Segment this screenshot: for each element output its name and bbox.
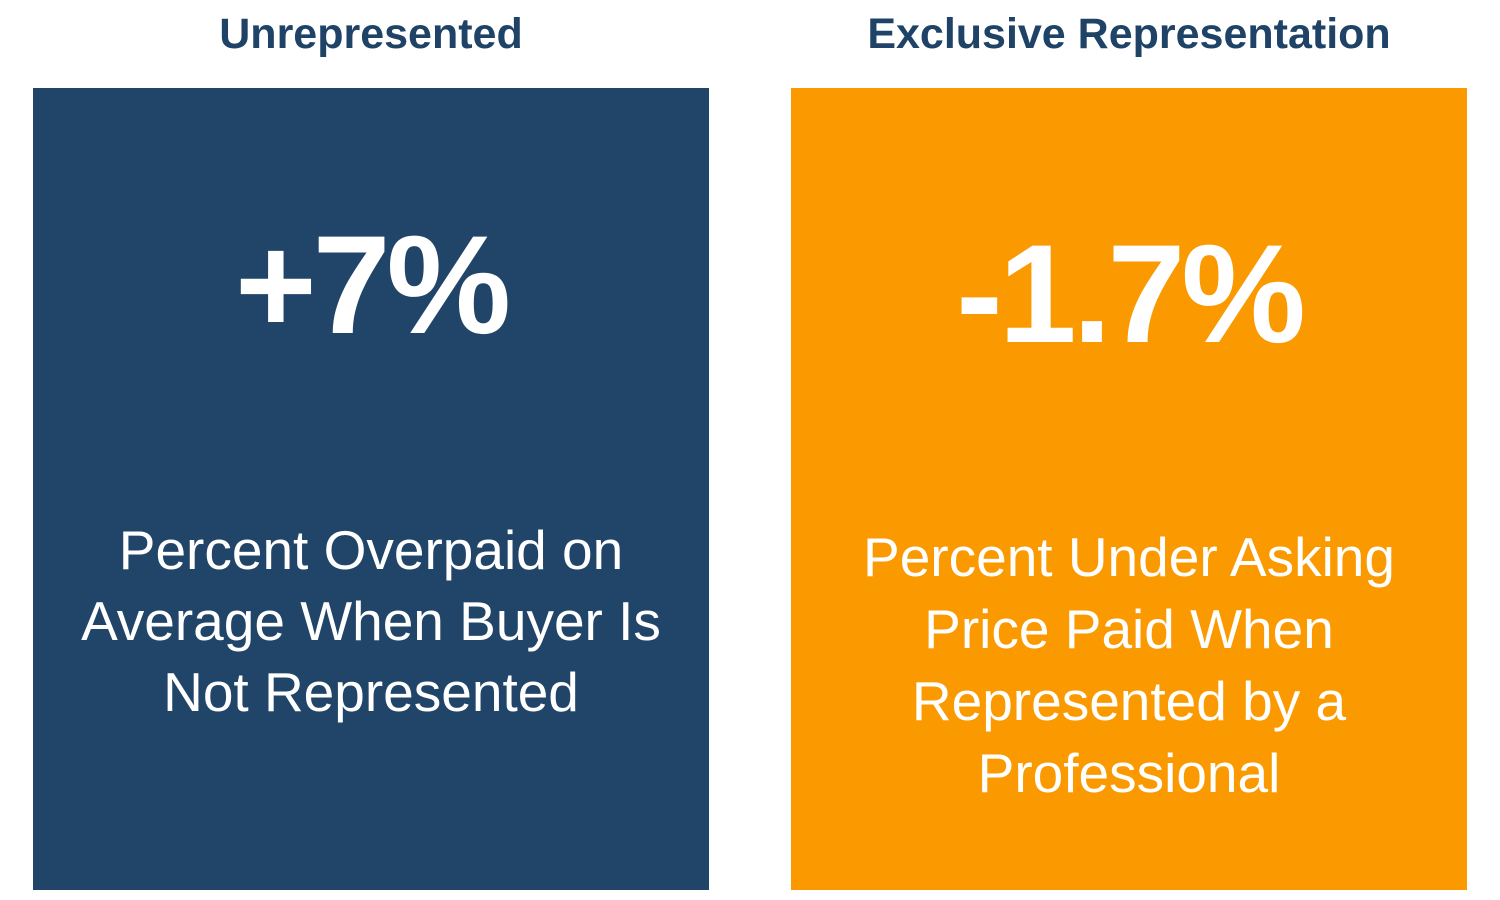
exclusive-representation-panel: Exclusive Representation -1.7% Percent U… xyxy=(791,0,1467,900)
unrepresented-heading: Unrepresented xyxy=(219,10,523,58)
unrepresented-stat: +7% xyxy=(234,206,511,363)
unrepresented-card: +7% Percent Overpaid on Average When Buy… xyxy=(33,88,709,890)
exclusive-representation-description: Percent Under Asking Price Paid When Rep… xyxy=(863,526,1395,804)
unrepresented-panel: Unrepresented +7% Percent Overpaid on Av… xyxy=(33,0,709,900)
exclusive-representation-heading: Exclusive Representation xyxy=(867,10,1391,58)
exclusive-representation-card: -1.7% Percent Under Asking Price Paid Wh… xyxy=(791,88,1467,890)
exclusive-representation-stat: -1.7% xyxy=(956,215,1306,372)
unrepresented-description: Percent Overpaid on Average When Buyer I… xyxy=(81,519,661,723)
